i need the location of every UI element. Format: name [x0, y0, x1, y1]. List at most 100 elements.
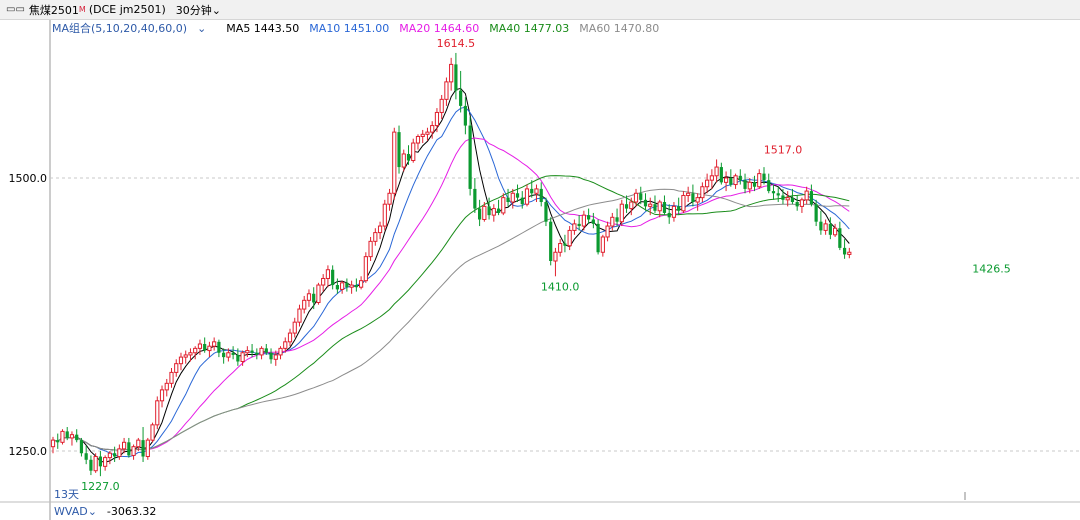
candle[interactable]: [439, 94, 444, 120]
candle[interactable]: [847, 247, 852, 259]
candle[interactable]: [681, 191, 686, 213]
candle[interactable]: [107, 451, 112, 465]
candle[interactable]: [150, 422, 155, 443]
candle[interactable]: [387, 188, 392, 211]
candle[interactable]: [122, 437, 127, 454]
candle[interactable]: [325, 265, 331, 288]
candle[interactable]: [174, 359, 179, 377]
candle[interactable]: [459, 70, 463, 113]
candle[interactable]: [287, 328, 293, 347]
candle[interactable]: [415, 134, 421, 150]
candle[interactable]: [169, 368, 174, 388]
candle[interactable]: [65, 427, 69, 441]
candle[interactable]: [624, 195, 629, 213]
candle[interactable]: [605, 221, 610, 242]
candle[interactable]: [98, 451, 102, 477]
candle[interactable]: [695, 193, 700, 211]
ma-group-selector[interactable]: MA组合(5,10,20,40,60,0) ⌄: [52, 20, 216, 36]
indicator-selector[interactable]: WVAD⌄: [54, 505, 97, 518]
candle[interactable]: [131, 444, 136, 460]
candle[interactable]: [473, 177, 477, 213]
candle[interactable]: [316, 282, 321, 305]
candle[interactable]: [145, 437, 150, 460]
candle[interactable]: [648, 197, 653, 216]
candle[interactable]: [397, 125, 401, 174]
candle[interactable]: [833, 223, 838, 237]
symbol-name[interactable]: 焦煤2501: [28, 3, 79, 17]
candle[interactable]: [363, 252, 368, 283]
window-icon[interactable]: ▭▭: [6, 4, 25, 15]
candle[interactable]: [520, 191, 524, 209]
candle[interactable]: [515, 184, 520, 203]
candle[interactable]: [572, 219, 577, 235]
candle[interactable]: [530, 180, 534, 198]
candle[interactable]: [510, 188, 515, 209]
candle[interactable]: [302, 295, 307, 314]
candle[interactable]: [671, 202, 677, 222]
candle[interactable]: [600, 234, 605, 257]
candle[interactable]: [283, 337, 288, 353]
candle[interactable]: [809, 184, 813, 207]
candle[interactable]: [619, 199, 624, 227]
candle[interactable]: [785, 191, 790, 207]
candle[interactable]: [236, 348, 240, 366]
candle[interactable]: [425, 127, 430, 141]
candle[interactable]: [331, 265, 335, 290]
candle[interactable]: [250, 344, 254, 358]
candle[interactable]: [335, 278, 339, 294]
candle[interactable]: [468, 116, 472, 196]
candle[interactable]: [434, 108, 440, 133]
candle[interactable]: [50, 436, 56, 454]
candle[interactable]: [610, 212, 615, 231]
candle[interactable]: [667, 204, 671, 224]
candle[interactable]: [401, 149, 406, 172]
candle[interactable]: [577, 215, 581, 231]
candle[interactable]: [127, 437, 131, 458]
candle[interactable]: [79, 437, 84, 457]
candle[interactable]: [340, 280, 345, 294]
candle[interactable]: [449, 57, 454, 91]
candle[interactable]: [69, 431, 75, 446]
candle[interactable]: [222, 348, 226, 364]
candle[interactable]: [231, 346, 235, 360]
candle[interactable]: [212, 337, 217, 351]
candle[interactable]: [639, 186, 643, 205]
candle[interactable]: [563, 234, 567, 253]
candle[interactable]: [819, 210, 823, 235]
candle[interactable]: [501, 193, 506, 216]
candle[interactable]: [420, 129, 425, 144]
candle[interactable]: [615, 208, 619, 227]
candle[interactable]: [828, 217, 832, 240]
candle[interactable]: [643, 193, 648, 211]
candle[interactable]: [662, 195, 667, 216]
candle[interactable]: [245, 346, 250, 358]
candle[interactable]: [217, 339, 221, 358]
candle[interactable]: [264, 344, 268, 355]
candle[interactable]: [496, 199, 501, 216]
candle[interactable]: [814, 199, 818, 227]
candle[interactable]: [159, 385, 165, 408]
candle[interactable]: [84, 445, 88, 465]
candle[interactable]: [771, 184, 776, 200]
candle[interactable]: [581, 210, 586, 231]
candle[interactable]: [478, 199, 482, 227]
candle[interactable]: [506, 188, 510, 207]
candle[interactable]: [714, 159, 719, 183]
candle[interactable]: [677, 197, 681, 216]
candle[interactable]: [482, 202, 487, 222]
candle[interactable]: [629, 197, 634, 216]
candle[interactable]: [312, 287, 316, 310]
candle[interactable]: [799, 197, 805, 213]
candle[interactable]: [596, 219, 600, 255]
candle[interactable]: [255, 348, 259, 360]
candle[interactable]: [733, 173, 738, 189]
candle[interactable]: [567, 226, 572, 251]
period-selector[interactable]: 30分钟⌄: [176, 2, 221, 18]
candle[interactable]: [757, 169, 762, 189]
candle[interactable]: [534, 184, 539, 203]
candle[interactable]: [790, 188, 795, 205]
candle[interactable]: [776, 186, 780, 203]
candle[interactable]: [553, 247, 558, 277]
candle[interactable]: [377, 221, 383, 240]
